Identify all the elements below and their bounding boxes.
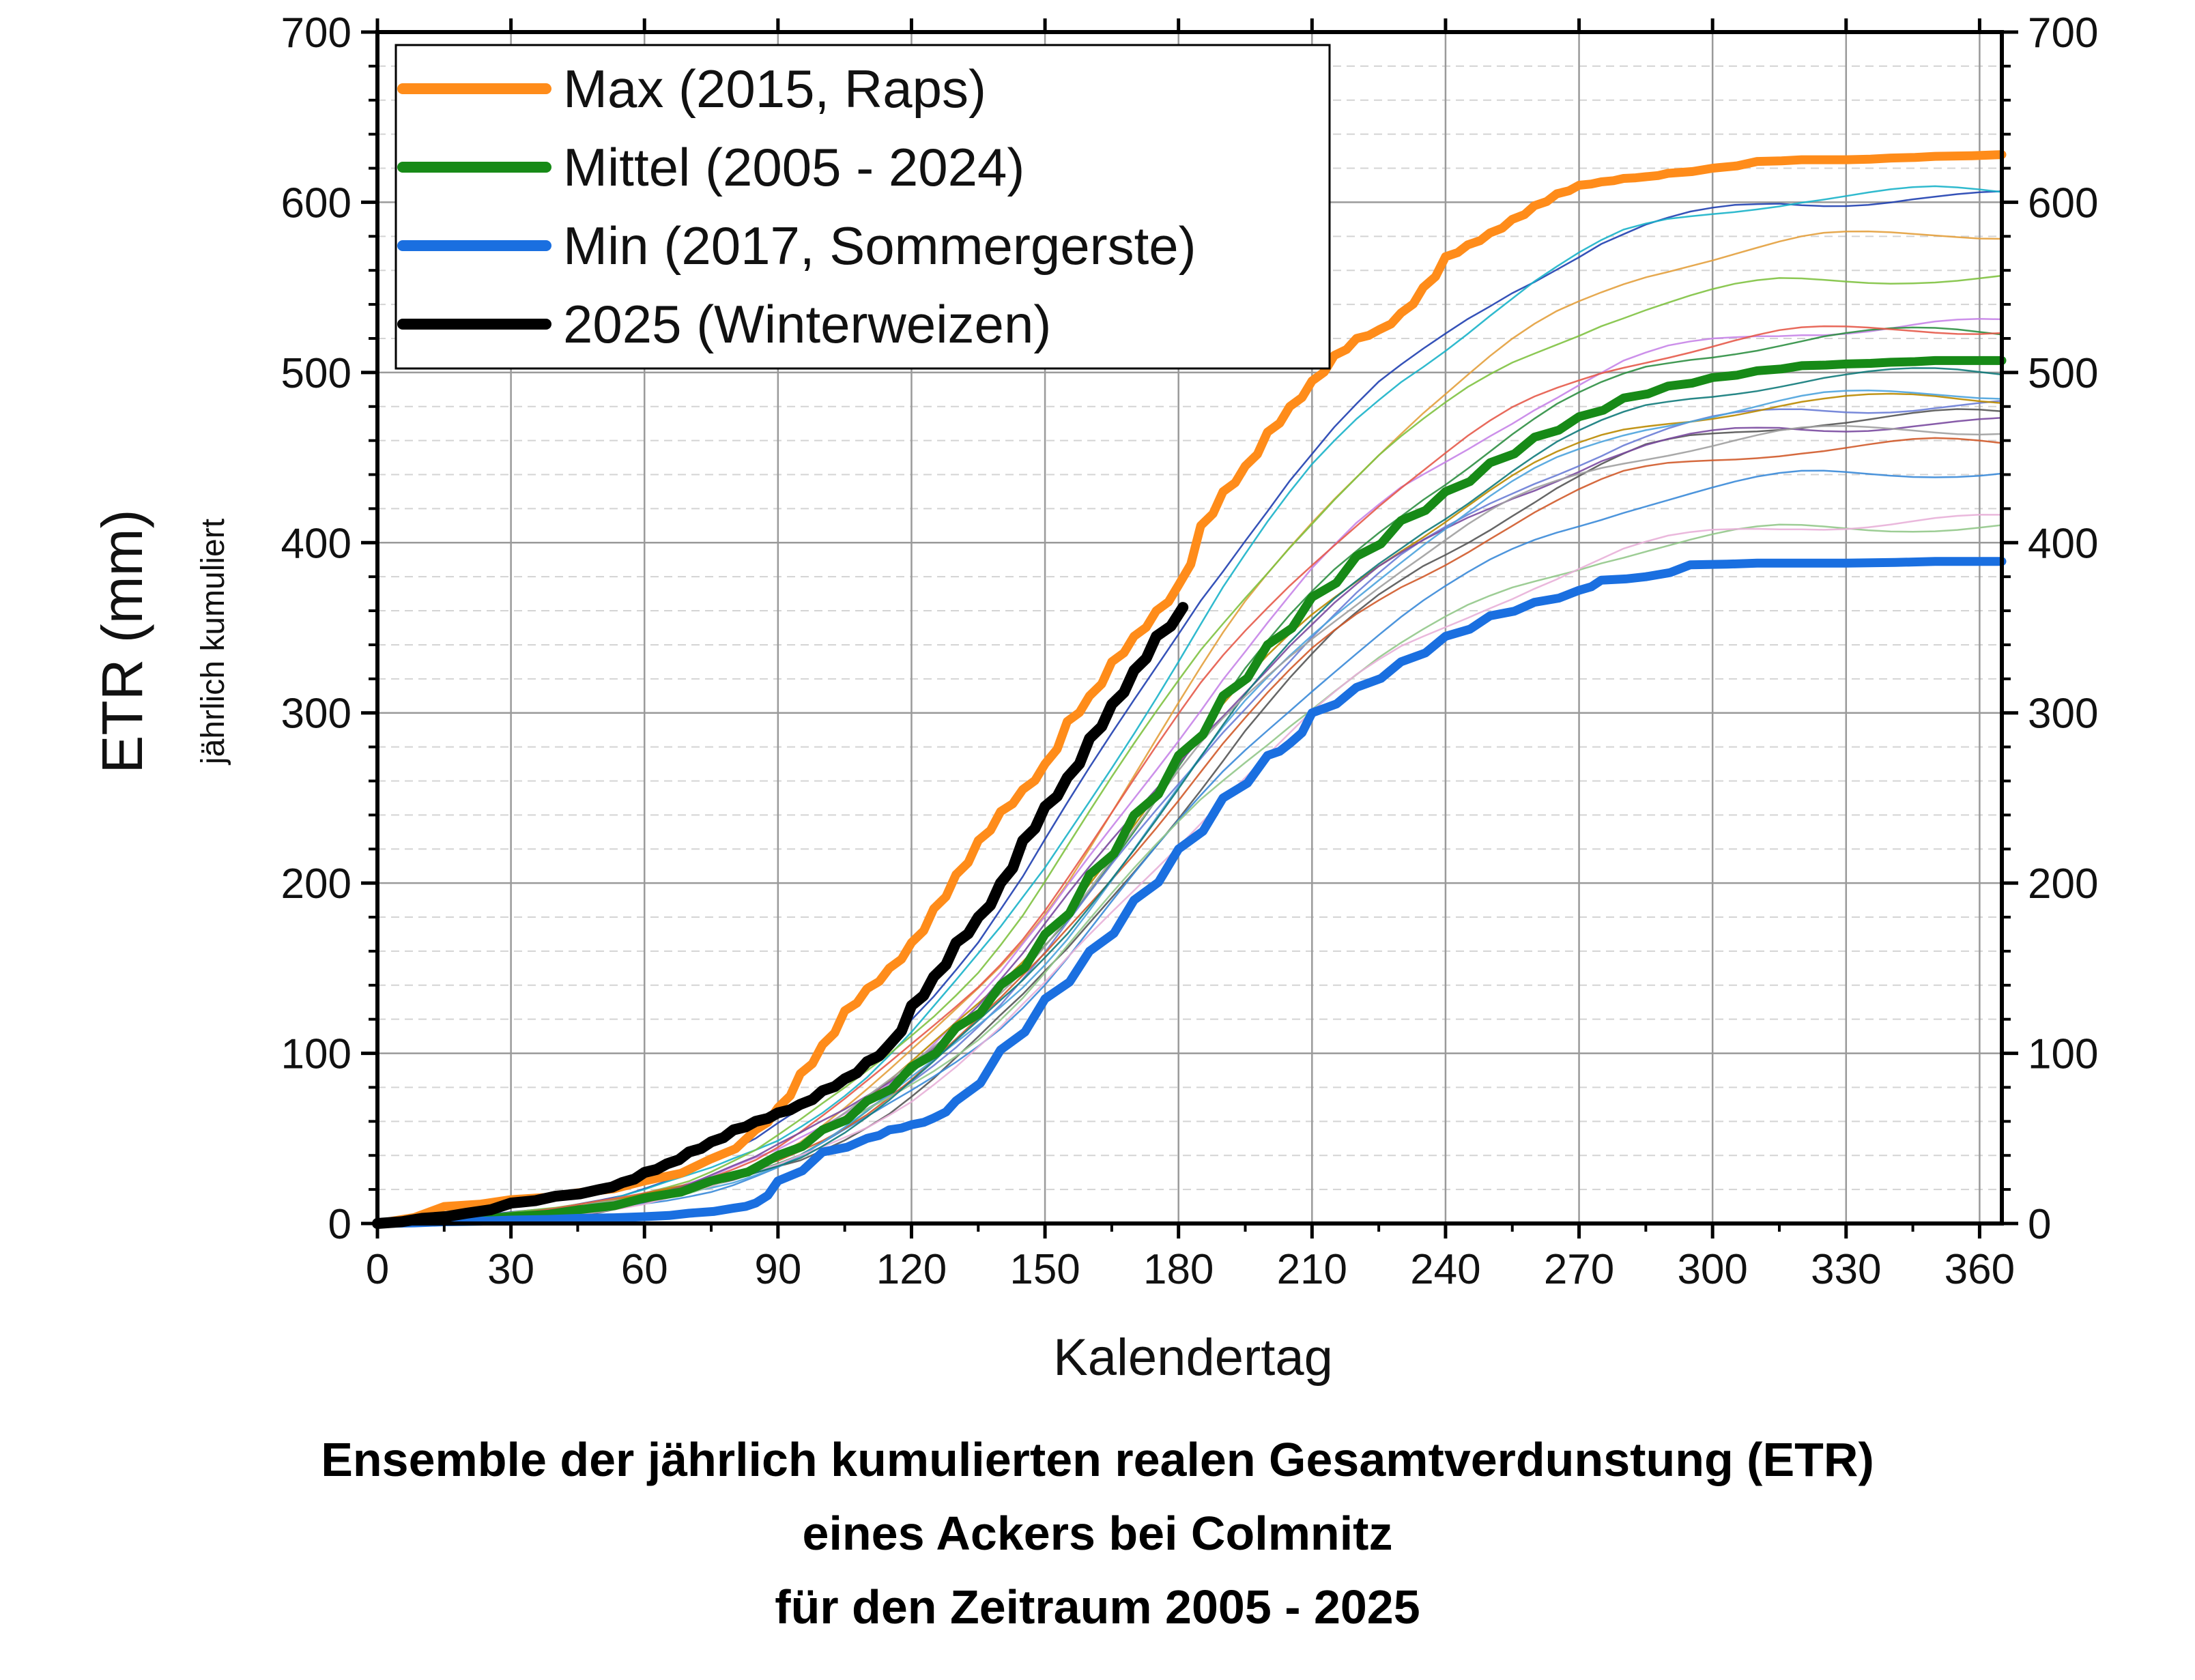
legend: Max (2015, Raps) Mittel (2005 - 2024) Mi… <box>394 44 1331 370</box>
y-tick-label: 700 <box>281 10 352 57</box>
y2-tick-label: 500 <box>2028 350 2098 397</box>
x-tick-label: 360 <box>1945 1246 2015 1293</box>
y-tick-label: 100 <box>281 1031 352 1078</box>
x-tick-label: 60 <box>621 1246 668 1293</box>
x-tick-label: 330 <box>1811 1246 1881 1293</box>
y-tick-labels: 0 100 200 300 400 500 600 700 <box>281 10 352 1248</box>
series-max-line <box>373 150 2007 1228</box>
ensemble-line <box>377 514 2003 1225</box>
plot-frame <box>375 30 2004 1226</box>
y2-tick-label: 600 <box>2028 179 2098 227</box>
ensemble-line <box>377 523 2003 1224</box>
ensemble-line <box>377 417 2003 1223</box>
y-tick-label: 0 <box>328 1201 352 1248</box>
legend-label-2025: 2025 (Winterweizen) <box>563 294 1051 354</box>
y2-tick-label: 200 <box>2028 860 2098 908</box>
ensemble-line <box>377 367 2003 1225</box>
caption-line-3: für den Zeitraum 2005 - 2025 <box>775 1580 1420 1634</box>
y2-tick-label: 100 <box>2028 1031 2098 1078</box>
x-tick-label: 270 <box>1544 1246 1614 1293</box>
y-axis-sublabel: jährlich kumuliert <box>195 519 231 766</box>
x-tick-label: 180 <box>1143 1246 1214 1293</box>
legend-label-min: Min (2017, Sommergerste) <box>563 216 1196 276</box>
axis-ticks <box>361 18 2018 1239</box>
y2-tick-label: 400 <box>2028 520 2098 567</box>
ensemble-line <box>377 469 2003 1225</box>
x-tick-labels: 0 30 60 90 120 150 180 210 240 270 300 330 360 <box>366 1246 2015 1293</box>
y-tick-label: 600 <box>281 179 352 227</box>
y-tick-label: 500 <box>281 350 352 397</box>
series-2025-line <box>372 602 1189 1229</box>
x-tick-label: 300 <box>1677 1246 1747 1293</box>
y2-tick-label: 0 <box>2028 1201 2051 1248</box>
x-tick-label: 30 <box>487 1246 534 1293</box>
ensemble-line <box>377 425 2003 1224</box>
ensemble-line <box>377 326 2003 1225</box>
ensemble-line <box>377 399 2003 1225</box>
caption-line-2: eines Ackers bei Colmnitz <box>802 1507 1393 1560</box>
series-min-line <box>373 557 2007 1228</box>
highlight-lines <box>372 150 2007 1229</box>
y-axis-label: ETR (mm) <box>90 509 154 773</box>
y2-tick-label: 700 <box>2028 10 2098 57</box>
x-axis-label: Kalendertag <box>1053 1329 1333 1387</box>
x-tick-label: 90 <box>754 1246 801 1293</box>
x-tick-label: 120 <box>876 1246 947 1293</box>
y-tick-label: 200 <box>281 860 352 908</box>
legend-label-max: Max (2015, Raps) <box>563 59 986 119</box>
ensemble-line <box>377 325 2003 1224</box>
y-tick-label: 400 <box>281 520 352 567</box>
ensemble-line <box>377 185 2003 1224</box>
y2-tick-labels: 0 100 200 300 400 500 600 700 <box>2028 10 2098 1248</box>
ensemble-line <box>377 408 2003 1225</box>
legend-label-mittel: Mittel (2005 - 2024) <box>563 137 1024 197</box>
chart-caption: Ensemble der jährlich kumulierten realen… <box>0 1423 2195 1644</box>
x-tick-label: 0 <box>366 1246 389 1293</box>
x-tick-label: 210 <box>1277 1246 1347 1293</box>
series-mittel-line <box>373 356 2007 1228</box>
x-tick-label: 150 <box>1009 1246 1080 1293</box>
y-tick-label: 300 <box>281 691 352 738</box>
legend-box <box>394 44 1331 370</box>
caption-line-1: Ensemble der jährlich kumulierten realen… <box>321 1433 1874 1486</box>
y2-tick-label: 300 <box>2028 691 2098 738</box>
x-tick-label: 240 <box>1410 1246 1480 1293</box>
